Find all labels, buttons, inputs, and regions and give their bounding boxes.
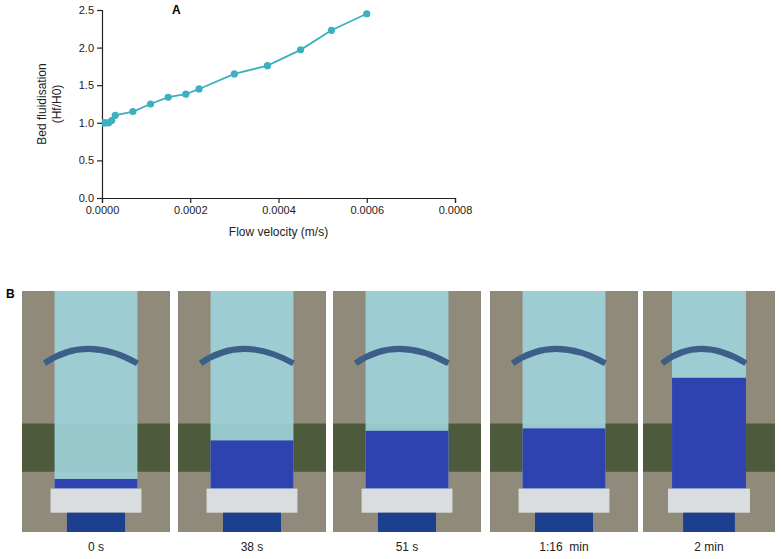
tick-mark xyxy=(97,85,102,86)
tick-label: 0.0006 xyxy=(350,204,384,216)
photo-background xyxy=(643,291,775,532)
data-point xyxy=(182,91,189,98)
data-point xyxy=(363,10,370,17)
tick-mark xyxy=(278,198,279,203)
column xyxy=(55,291,138,508)
figure: A 0.0000 0.0002 0.0004 0.0006 0.0008 0.0 0.5 1.0… xyxy=(0,0,781,559)
column-base xyxy=(51,489,142,513)
axis-line xyxy=(97,11,103,199)
data-point xyxy=(165,94,172,101)
tick-label: 0.0008 xyxy=(439,204,473,216)
tick-label: 0.0 xyxy=(79,192,94,204)
panel-label: A xyxy=(172,3,181,17)
tick-label: 1.0 xyxy=(79,117,94,129)
tick: 0.0006 xyxy=(350,198,384,216)
photo xyxy=(490,291,638,532)
tubing xyxy=(356,349,449,363)
column-base xyxy=(207,489,298,513)
tick-mark xyxy=(97,10,102,11)
cap xyxy=(378,513,436,532)
photo-caption: 0 s xyxy=(88,540,104,554)
tick-mark xyxy=(190,198,191,203)
data-line xyxy=(102,14,367,123)
photo-background xyxy=(333,291,481,532)
column xyxy=(672,291,746,508)
photo-background xyxy=(22,291,170,532)
cap xyxy=(67,513,125,532)
tick: 0.0002 xyxy=(174,198,208,216)
bed xyxy=(672,378,746,489)
cap xyxy=(683,513,735,532)
plot-area xyxy=(102,10,370,126)
photo-background xyxy=(178,291,326,532)
column-base xyxy=(519,489,610,513)
tubing xyxy=(45,349,138,363)
tick-mark xyxy=(455,198,456,203)
tick-label: 1.5 xyxy=(79,79,94,91)
bed xyxy=(366,431,449,489)
photo-caption: 1:16 min xyxy=(539,540,588,554)
data-point xyxy=(264,62,271,69)
tick-label: 2.5 xyxy=(79,4,94,16)
tick-mark xyxy=(97,198,102,199)
data-point xyxy=(147,100,154,107)
tick-label: 0.5 xyxy=(79,154,94,166)
tick: 1.0 xyxy=(79,117,102,129)
tick-mark xyxy=(97,123,102,124)
bed xyxy=(523,428,606,488)
photo xyxy=(178,291,326,532)
y-axis: 0.0 0.5 1.0 1.5 2.0 2.5 xyxy=(79,4,103,204)
axis-line xyxy=(103,199,456,204)
tick-mark xyxy=(97,160,102,161)
tick-label: 2.0 xyxy=(79,42,94,54)
tick: 2.0 xyxy=(79,42,102,54)
x-axis: 0.0000 0.0002 0.0004 0.0006 0.0008 xyxy=(86,198,473,216)
photo-caption: 2 min xyxy=(694,540,723,554)
data-point xyxy=(112,112,119,119)
cap xyxy=(223,513,281,532)
tick: 0.0008 xyxy=(439,198,473,216)
photo-caption: 51 s xyxy=(396,540,419,554)
y-axis-title: (Hf/H0) xyxy=(50,85,64,124)
tubing xyxy=(201,349,294,363)
x-axis-title: Flow velocity (m/s) xyxy=(229,225,328,239)
tick: 0.5 xyxy=(79,154,102,166)
tick-mark xyxy=(367,198,368,203)
tick: 0.0004 xyxy=(262,198,296,216)
column xyxy=(366,291,449,508)
photo-background xyxy=(490,291,638,532)
bed xyxy=(211,440,294,488)
panel-label: B xyxy=(6,287,15,301)
photo-caption: 38 s xyxy=(241,540,264,554)
column-base xyxy=(668,489,750,513)
tick-label: 0.0004 xyxy=(262,204,296,216)
tick: 1.5 xyxy=(79,79,102,91)
tick-mark xyxy=(97,47,102,48)
tick-label: 0.0000 xyxy=(86,204,120,216)
tubing xyxy=(513,349,606,363)
tick: 2.5 xyxy=(79,4,102,16)
bed xyxy=(55,479,138,489)
photo xyxy=(22,291,170,532)
data-point xyxy=(129,108,136,115)
cap xyxy=(535,513,593,532)
data-point xyxy=(195,85,202,92)
tubing xyxy=(662,349,746,363)
data-point xyxy=(231,70,238,77)
photo xyxy=(333,291,481,532)
column-base xyxy=(362,489,453,513)
data-point xyxy=(328,27,335,34)
tick-label: 0.0002 xyxy=(174,204,208,216)
photo xyxy=(643,291,775,532)
tick: 0.0 xyxy=(79,192,102,204)
data-point xyxy=(297,46,304,53)
column xyxy=(211,291,294,508)
column xyxy=(523,291,606,508)
y-axis-title: Bed fluidisation xyxy=(35,63,49,144)
